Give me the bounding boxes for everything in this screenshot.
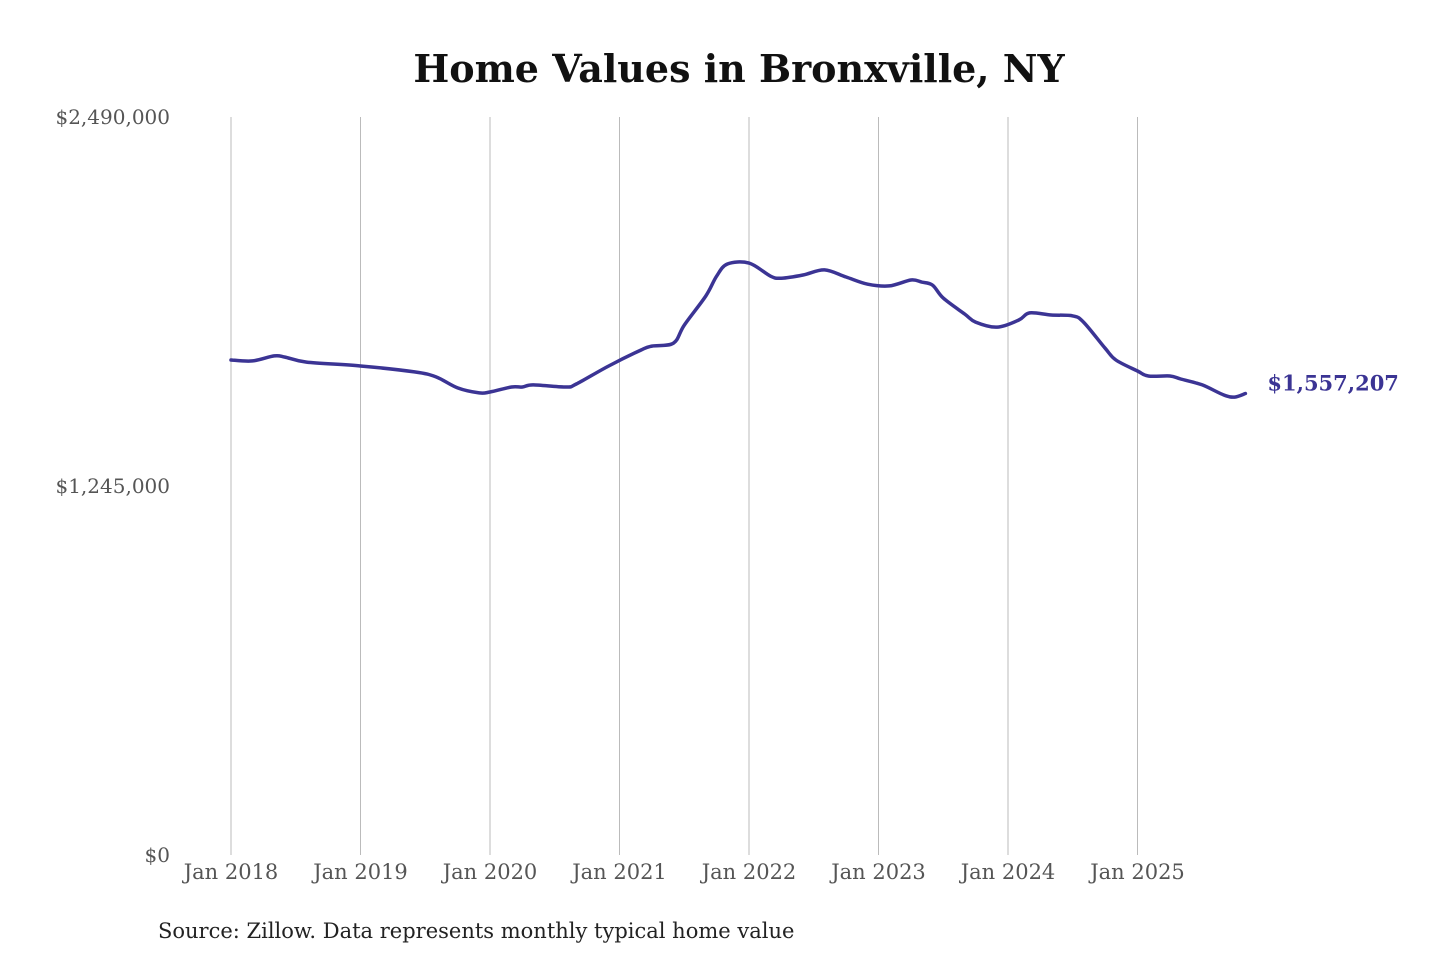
x-tick-label: Jan 2021 — [570, 860, 667, 884]
x-tick-label: Jan 2023 — [829, 860, 926, 884]
chart-title: Home Values in Bronxville, NY — [413, 46, 1065, 91]
x-axis: Jan 2018 Jan 2019 Jan 2020 Jan 2021 Jan 2022… — [182, 860, 1185, 884]
x-tick-label: Jan 2022 — [700, 860, 797, 884]
end-value-label: $1,557,207 — [1267, 370, 1399, 395]
x-tick-label: Jan 2018 — [182, 860, 279, 884]
gridlines — [230, 117, 1138, 855]
y-axis: $0 $1,245,000 $2,490,000 — [55, 105, 170, 867]
source-note: Source: Zillow. Data represents monthly … — [158, 919, 794, 943]
x-tick-label: Jan 2024 — [959, 860, 1056, 884]
x-tick-label: Jan 2020 — [441, 860, 538, 884]
series-line — [229, 260, 1248, 399]
y-tick-label: $2,490,000 — [55, 105, 170, 129]
y-tick-label: $1,245,000 — [55, 474, 170, 498]
y-tick-label: $0 — [145, 843, 170, 867]
x-tick-label: Jan 2025 — [1088, 860, 1185, 884]
x-tick-label: Jan 2019 — [311, 860, 408, 884]
